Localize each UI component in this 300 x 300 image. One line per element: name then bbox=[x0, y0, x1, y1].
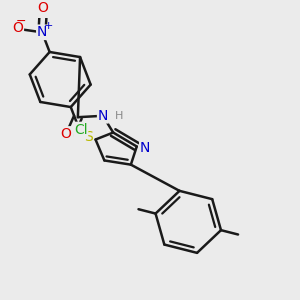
Text: N: N bbox=[98, 109, 108, 123]
Text: O: O bbox=[12, 21, 23, 35]
Text: N: N bbox=[37, 25, 47, 39]
Text: N: N bbox=[140, 141, 150, 155]
Text: +: + bbox=[44, 21, 53, 31]
Text: O: O bbox=[38, 1, 49, 15]
Text: H: H bbox=[115, 111, 123, 121]
Text: O: O bbox=[60, 127, 70, 141]
Text: −: − bbox=[16, 15, 26, 28]
Text: S: S bbox=[84, 130, 92, 144]
Text: Cl: Cl bbox=[74, 122, 88, 136]
